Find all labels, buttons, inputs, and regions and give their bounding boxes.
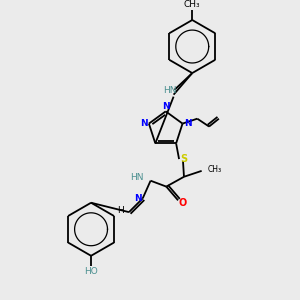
Text: H: H <box>117 206 124 215</box>
Text: N: N <box>162 102 169 111</box>
Text: CH₃: CH₃ <box>184 0 201 9</box>
Text: N: N <box>140 119 148 128</box>
Text: N: N <box>184 119 191 128</box>
Text: CH₃: CH₃ <box>208 165 222 174</box>
Text: HN: HN <box>130 173 144 182</box>
Text: N: N <box>134 194 142 203</box>
Text: S: S <box>180 154 188 164</box>
Text: O: O <box>179 198 187 208</box>
Text: HN: HN <box>163 86 176 95</box>
Text: HO: HO <box>84 267 98 276</box>
